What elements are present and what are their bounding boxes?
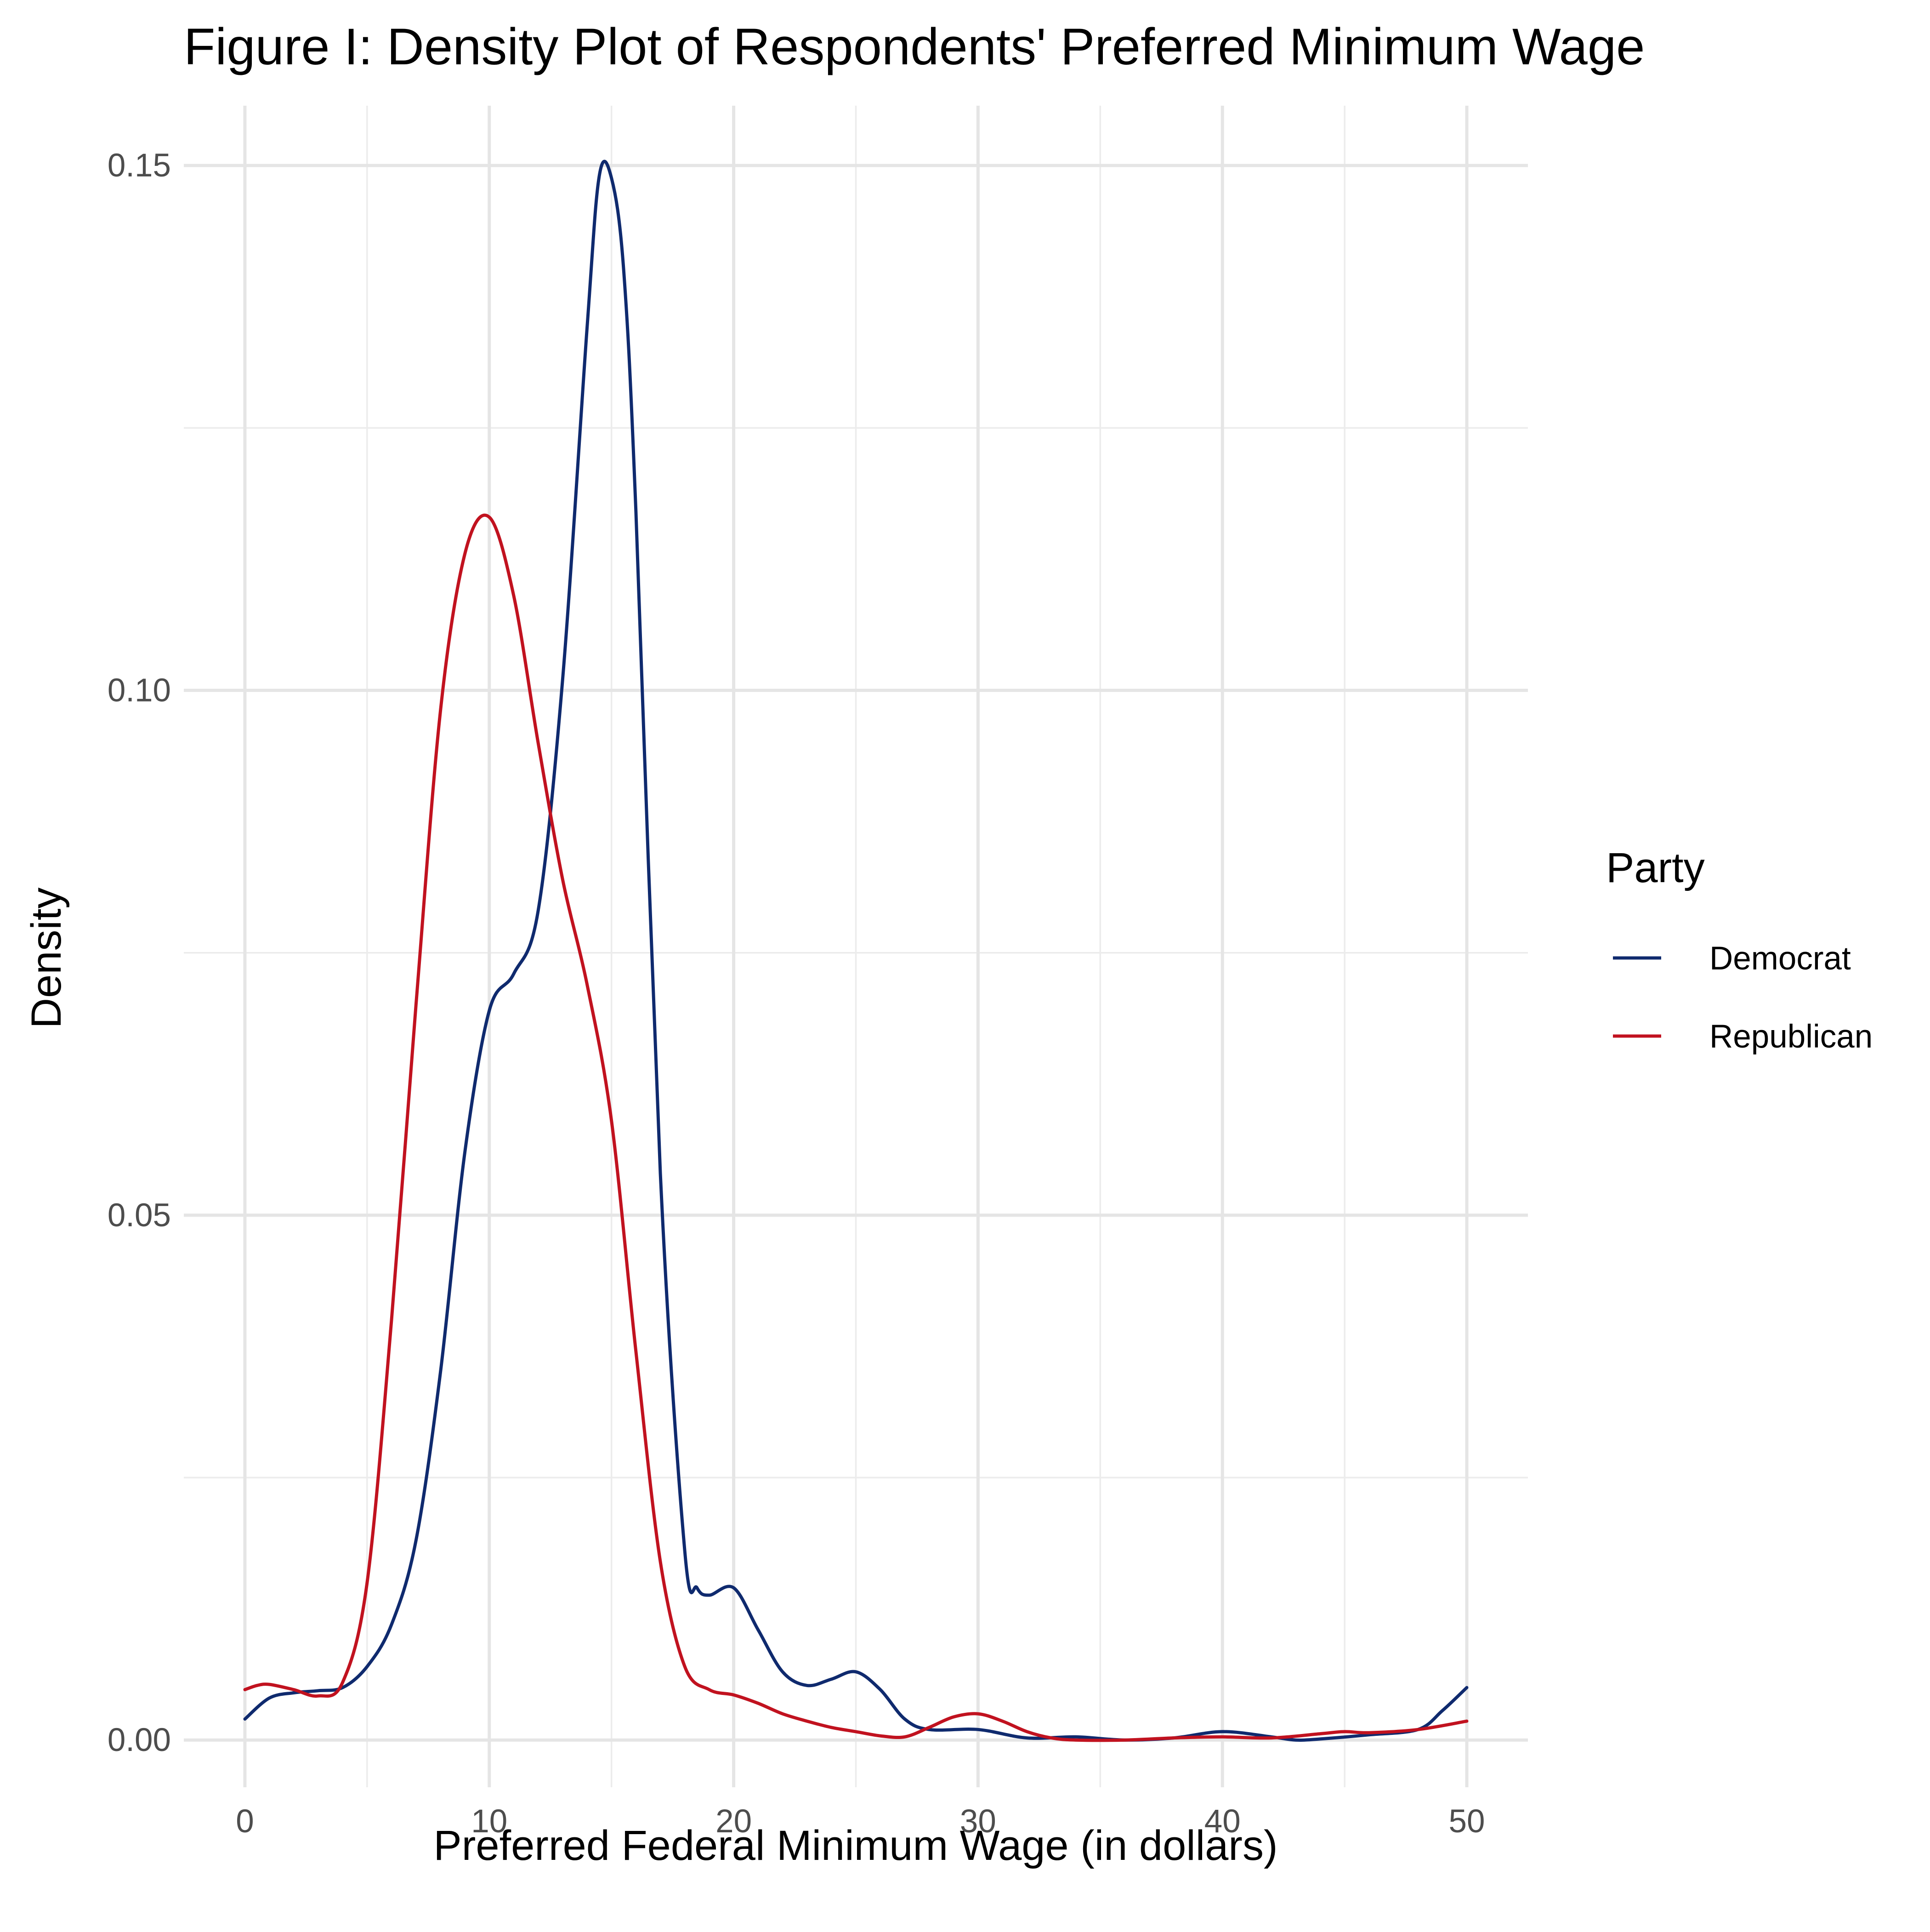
x-tick-label: 20: [715, 1803, 752, 1840]
y-tick-label: 0.00: [108, 1722, 171, 1758]
x-tick-labels: 0 10 20 30 40 50: [236, 1803, 1485, 1840]
x-tick-label: 50: [1449, 1803, 1485, 1840]
x-tick-label: 0: [236, 1803, 254, 1840]
series-layer: [243, 159, 1469, 1742]
grid-layer: [184, 106, 1528, 1787]
legend-label-democrat: Democrat: [1709, 941, 1851, 977]
legend: Party Democrat Republican: [1606, 844, 1873, 1055]
y-tick-label: 0.05: [108, 1197, 171, 1234]
y-tick-labels: 0.00 0.05 0.10 0.15: [108, 147, 171, 1758]
x-tick-label: 10: [471, 1803, 507, 1840]
legend-title: Party: [1606, 844, 1705, 891]
legend-label-republican: Republican: [1709, 1019, 1873, 1055]
legend-items: Democrat Republican: [1613, 941, 1873, 1055]
y-axis-label: Density: [23, 888, 70, 1029]
x-tick-label: 40: [1204, 1803, 1241, 1840]
x-tick-label: 30: [960, 1803, 996, 1840]
y-tick-label: 0.10: [108, 673, 171, 709]
y-tick-label: 0.15: [108, 147, 171, 184]
chart-title: Figure I: Density Plot of Respondents' P…: [184, 18, 1645, 75]
series-line-republican: [243, 513, 1469, 1742]
x-axis-label: Preferred Federal Minimum Wage (in dolla…: [433, 1822, 1277, 1869]
